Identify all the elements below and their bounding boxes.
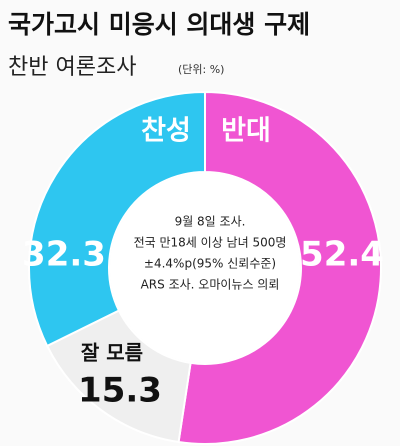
donut-slice [28, 90, 206, 348]
unit-label: (단위: %) [178, 63, 224, 76]
chart-title: 국가고시 미응시 의대생 구제 [8, 10, 310, 39]
note-line: ±4.4%p(95% 신뢰수준) [144, 257, 276, 271]
donut-hole [110, 173, 300, 363]
category-label: 찬성 [141, 116, 191, 147]
category-label: 잘 모름 [81, 341, 143, 365]
labels: 반대 52.4 잘 모름 15.3 찬성 32.3 9월 8일 조사. 전국 만18세 이상 … [22, 116, 384, 411]
note-line: 전국 만18세 이상 남녀 500명 [134, 236, 287, 250]
note-line: 9월 8일 조사. [175, 215, 246, 229]
category-label: 반대 [221, 116, 271, 147]
donut-slice [177, 90, 382, 445]
value-label: 15.3 [78, 371, 162, 411]
value-label: 52.4 [300, 235, 384, 275]
value-label: 32.3 [22, 235, 106, 275]
donut [28, 90, 382, 445]
chart-subtitle: 찬반 여론조사 [8, 55, 136, 80]
note-line: ARS 조사. 오마이뉴스 의뢰 [141, 278, 280, 292]
